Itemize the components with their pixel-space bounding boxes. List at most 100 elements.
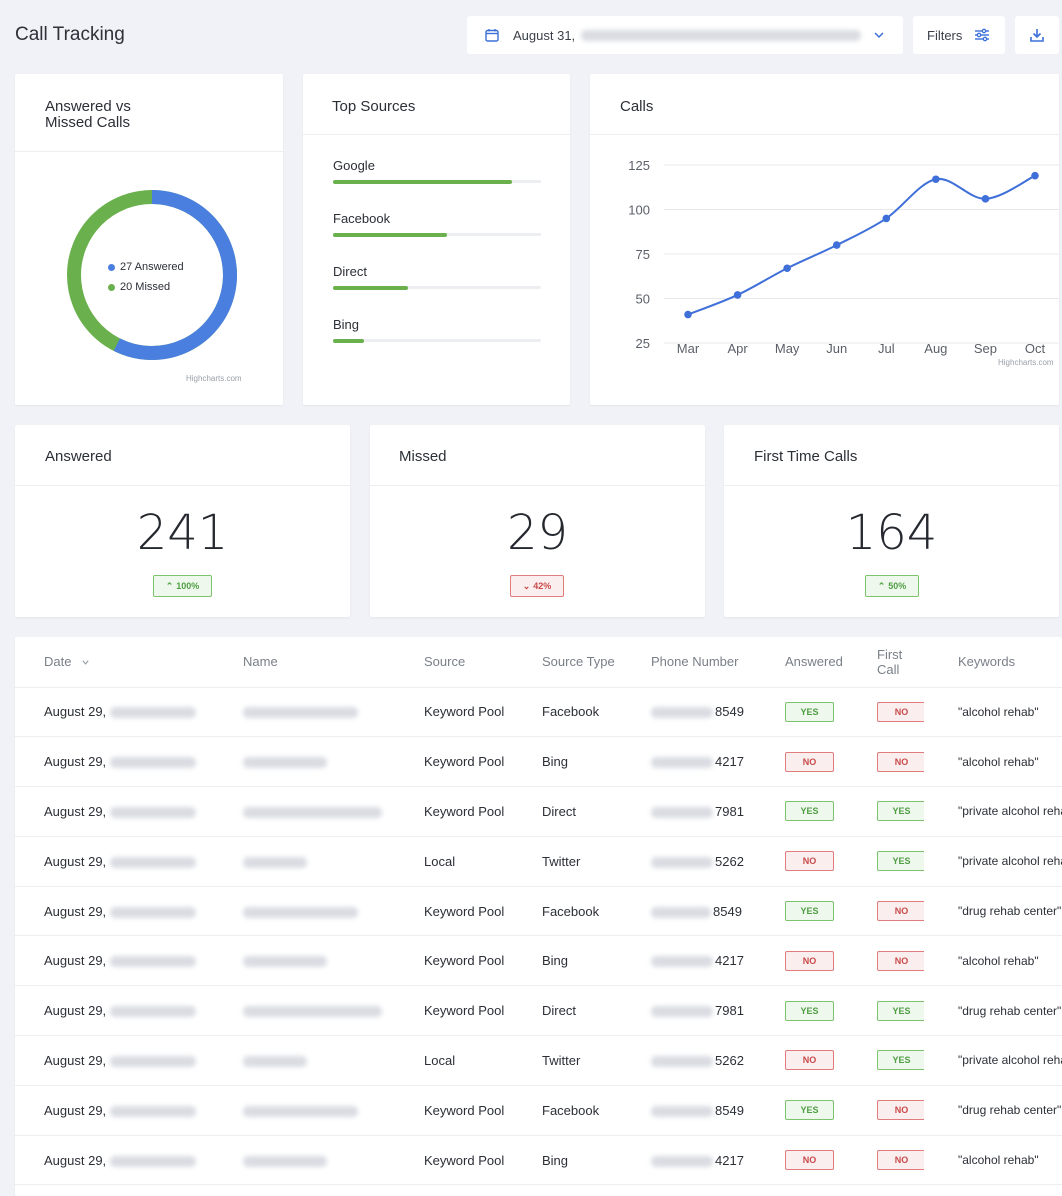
col-header-source[interactable]: Source (394, 637, 512, 688)
calls-data-point[interactable] (932, 175, 940, 184)
cell-source-type: Bing (512, 736, 620, 788)
table-row[interactable]: August 29, Local Twitter 5262 NO YES "private … (15, 836, 1062, 887)
download-button[interactable] (1015, 16, 1059, 54)
cell-keywords: "private alcohol rehab (924, 1035, 1062, 1086)
cell-date: August 29, (15, 786, 214, 837)
cell-phone: 4217 (620, 736, 749, 788)
x-tick-label: Aug (924, 341, 947, 356)
cell-source: Local (394, 836, 512, 887)
calls-data-point[interactable] (733, 291, 742, 299)
cell-date: August 29, (15, 836, 214, 887)
calls-data-point[interactable] (1031, 171, 1039, 180)
source-bar-fill (333, 233, 448, 237)
redacted-date (110, 1155, 197, 1167)
missed-stat-card: Missed 29 ⌄ 42% (370, 425, 705, 617)
cell-source: Keyword Pool (394, 687, 512, 738)
first-call-status-badge: NO (877, 1100, 924, 1121)
source-label: Direct (333, 264, 367, 279)
col-header-source-type[interactable]: Source Type (512, 637, 620, 688)
first-call-status-badge: YES (877, 851, 924, 872)
col-header-first-call[interactable]: First Call (840, 637, 924, 688)
filters-button[interactable]: Filters (913, 16, 1005, 54)
cell-keywords: "alcohol rehab" (924, 687, 1062, 738)
answered-status-badge: YES (785, 801, 834, 822)
cell-name (214, 1135, 394, 1186)
donut-answered-arc[interactable] (113, 190, 237, 360)
redacted-name (243, 1056, 307, 1068)
date-range-picker[interactable]: August 31, (467, 16, 903, 54)
col-header-keywords[interactable]: Keywords (924, 637, 1062, 688)
cell-date: August 29, (15, 935, 214, 987)
table-row[interactable]: August 29, Keyword Pool Bing 4217 NO NO "alcoh… (15, 935, 1062, 987)
redacted-name (243, 956, 327, 968)
x-tick-label: May (775, 341, 800, 356)
first-call-status-badge: NO (877, 751, 924, 772)
cell-first-call: NO (840, 687, 924, 738)
cell-phone: 8549 (620, 687, 749, 738)
cell-phone: 7981 (620, 985, 749, 1037)
y-tick-label: 125 (628, 158, 650, 173)
calls-data-point[interactable] (882, 214, 891, 223)
calls-data-point[interactable] (684, 310, 692, 319)
table-row[interactable]: August 29, Keyword Pool Direct 7981 YES YES "p… (15, 786, 1062, 837)
calls-data-point[interactable] (783, 264, 791, 273)
cell-answered: NO (749, 1135, 840, 1186)
cell-source: Keyword Pool (394, 1085, 512, 1136)
col-header-name[interactable]: Name (214, 637, 394, 688)
calls-data-point[interactable] (832, 241, 841, 249)
table-row[interactable]: August 29, Keyword Pool Direct 7981 YES YES "d… (15, 985, 1062, 1037)
source-bar-fill (333, 339, 365, 343)
cell-source: Keyword Pool (394, 736, 512, 788)
cell-source: Keyword Pool (394, 1135, 512, 1186)
redacted-name (243, 757, 327, 769)
cell-name (214, 1035, 394, 1086)
cell-phone: 5262 (620, 1035, 749, 1086)
chevron-down-icon (81, 655, 90, 670)
answered-status-badge: NO (785, 950, 834, 971)
table-row[interactable]: August 29, Keyword Pool Facebook 8549 YES NO "… (15, 687, 1062, 738)
cell-name (214, 935, 394, 987)
calls-series-line (687, 174, 1036, 316)
answered-dot (108, 263, 115, 271)
cell-first-call: NO (840, 935, 924, 987)
cell-source-type: Facebook (512, 687, 620, 738)
cell-date: August 29, (15, 1135, 214, 1186)
cell-keywords: "drug rehab center" (924, 985, 1062, 1037)
missed-stat-value: 29 (506, 505, 569, 561)
first-time-calls-change-badge: ⌃ 50% (865, 575, 919, 597)
highcharts-credit[interactable]: Highcharts.com (186, 374, 242, 383)
redacted-phone (651, 757, 713, 769)
cell-answered: YES (749, 886, 840, 937)
source-bar-track (333, 180, 541, 184)
redacted-date (110, 1105, 197, 1117)
x-tick-label: Jul (878, 341, 895, 356)
cell-first-call: YES (840, 1035, 924, 1086)
col-header-answered[interactable]: Answered (749, 637, 843, 688)
table-row[interactable]: August 29, Keyword Pool Bing 4217 NO NO "alcoh… (15, 736, 1062, 788)
cell-source: Local (394, 1035, 512, 1086)
cell-keywords: "alcohol rehab" (924, 935, 1062, 987)
answered-stat-title: Answered (15, 425, 350, 486)
table-row[interactable]: August 29, Keyword Pool Facebook 8549 YES NO "… (15, 1085, 1062, 1136)
table-row[interactable]: August 29, Keyword Pool Facebook 8549 YES NO "… (15, 886, 1062, 937)
calls-data-point[interactable] (981, 195, 990, 203)
source-item: Direct (333, 264, 541, 290)
source-item: Google (333, 158, 541, 184)
col-header-date[interactable]: Date (15, 637, 214, 688)
col-header-phone-number[interactable]: Phone Number (620, 637, 749, 688)
answered-status-badge: NO (785, 1050, 834, 1071)
redacted-name (243, 856, 307, 868)
cell-answered: YES (749, 985, 840, 1037)
y-tick-label: 100 (628, 203, 650, 218)
cell-name (214, 886, 394, 937)
table-row[interactable]: August 29, Keyword Pool Bing 4217 NO NO "alcoh… (15, 1135, 1062, 1186)
source-label: Bing (333, 317, 360, 332)
caret-up-icon: ⌃ (877, 580, 886, 591)
cell-name (214, 687, 394, 738)
table-row[interactable]: August 29, Local Twitter 5262 NO YES "private … (15, 1035, 1062, 1086)
calls-chart-credit[interactable]: Highcharts.com (998, 358, 1054, 367)
legend-answered: 27 Answered (108, 261, 184, 273)
cell-phone: 4217 (620, 935, 749, 987)
cell-keywords: "alcohol rehab" (924, 736, 1062, 788)
cell-source: Keyword Pool (394, 985, 512, 1037)
